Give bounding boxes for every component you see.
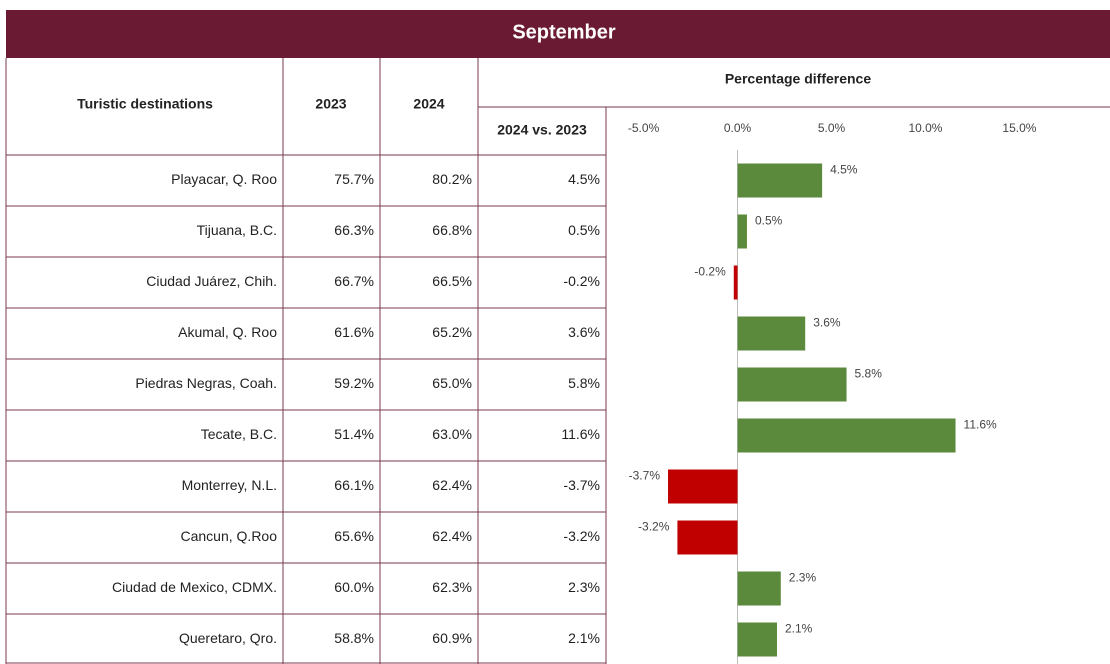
cell: 60.0% xyxy=(334,579,374,595)
cell: 66.1% xyxy=(334,477,374,493)
cell: Akumal, Q. Roo xyxy=(178,324,277,340)
cell: Ciudad de Mexico, CDMX. xyxy=(112,579,277,595)
cell: 60.9% xyxy=(432,630,472,646)
cell: 3.6% xyxy=(568,324,600,340)
cell: -3.7% xyxy=(563,477,600,493)
value-label: 5.8% xyxy=(855,367,883,381)
cell: 66.7% xyxy=(334,273,374,289)
cell: -0.2% xyxy=(563,273,600,289)
header: 2023 xyxy=(315,96,346,112)
cell: 65.2% xyxy=(432,324,472,340)
cell: 65.0% xyxy=(432,375,472,391)
cell: 5.8% xyxy=(568,375,600,391)
value-label: 0.5% xyxy=(755,214,783,228)
value-label: 2.1% xyxy=(785,622,813,636)
cell: Tijuana, B.C. xyxy=(197,222,277,238)
sub-header: 2024 vs. 2023 xyxy=(497,122,587,138)
value-label: 2.3% xyxy=(789,571,817,585)
cell: Cancun, Q.Roo xyxy=(181,528,278,544)
bar xyxy=(668,469,738,504)
cell: Monterrey, N.L. xyxy=(182,477,277,493)
cell: Queretaro, Qro. xyxy=(179,630,277,646)
bar xyxy=(737,622,778,657)
cell: 66.3% xyxy=(334,222,374,238)
value-label: 3.6% xyxy=(813,316,841,330)
cell: Playacar, Q. Roo xyxy=(171,171,277,187)
x-tick-label: -5.0% xyxy=(628,121,660,135)
bar xyxy=(733,265,738,300)
cell: 75.7% xyxy=(334,171,374,187)
cell: 65.6% xyxy=(334,528,374,544)
cell: 62.4% xyxy=(432,477,472,493)
grid xyxy=(5,58,1110,664)
cell: 59.2% xyxy=(334,375,374,391)
cell: 61.6% xyxy=(334,324,374,340)
bar xyxy=(737,214,747,249)
value-label: 4.5% xyxy=(830,163,858,177)
bar xyxy=(737,316,806,351)
cell: -3.2% xyxy=(563,528,600,544)
bar xyxy=(737,163,823,198)
value-label: 11.6% xyxy=(964,418,997,432)
x-tick-label: 15.0% xyxy=(1002,121,1036,135)
cell: 2.3% xyxy=(568,579,600,595)
cell: Tecate, B.C. xyxy=(201,426,277,442)
cell: Ciudad Juárez, Chih. xyxy=(146,273,277,289)
cell: 0.5% xyxy=(568,222,600,238)
cell: 11.6% xyxy=(561,426,600,442)
x-tick-label: 5.0% xyxy=(818,121,846,135)
cell: 80.2% xyxy=(432,171,472,187)
header: Percentage difference xyxy=(725,71,871,87)
bar xyxy=(677,520,738,555)
cell: 62.4% xyxy=(432,528,472,544)
cell: 58.8% xyxy=(334,630,374,646)
bar xyxy=(737,571,781,606)
value-label: -3.2% xyxy=(638,520,670,534)
cell: 2.1% xyxy=(568,630,600,646)
x-tick-label: 10.0% xyxy=(908,121,942,135)
cell: 63.0% xyxy=(432,426,472,442)
cell: 66.5% xyxy=(432,273,472,289)
value-label: -3.7% xyxy=(629,469,661,483)
cell: 62.3% xyxy=(432,579,472,595)
title-bar xyxy=(6,10,1110,58)
bar xyxy=(737,367,847,402)
cell: 4.5% xyxy=(568,171,600,187)
header: 2024 xyxy=(413,96,444,112)
title: September xyxy=(512,21,616,43)
value-label: -0.2% xyxy=(694,265,726,279)
bar xyxy=(737,418,956,453)
cell: 66.8% xyxy=(432,222,472,238)
cell: 51.4% xyxy=(334,426,374,442)
x-tick-label: 0.0% xyxy=(724,121,752,135)
cell: Piedras Negras, Coah. xyxy=(135,375,277,391)
header: Turistic destinations xyxy=(77,96,213,112)
